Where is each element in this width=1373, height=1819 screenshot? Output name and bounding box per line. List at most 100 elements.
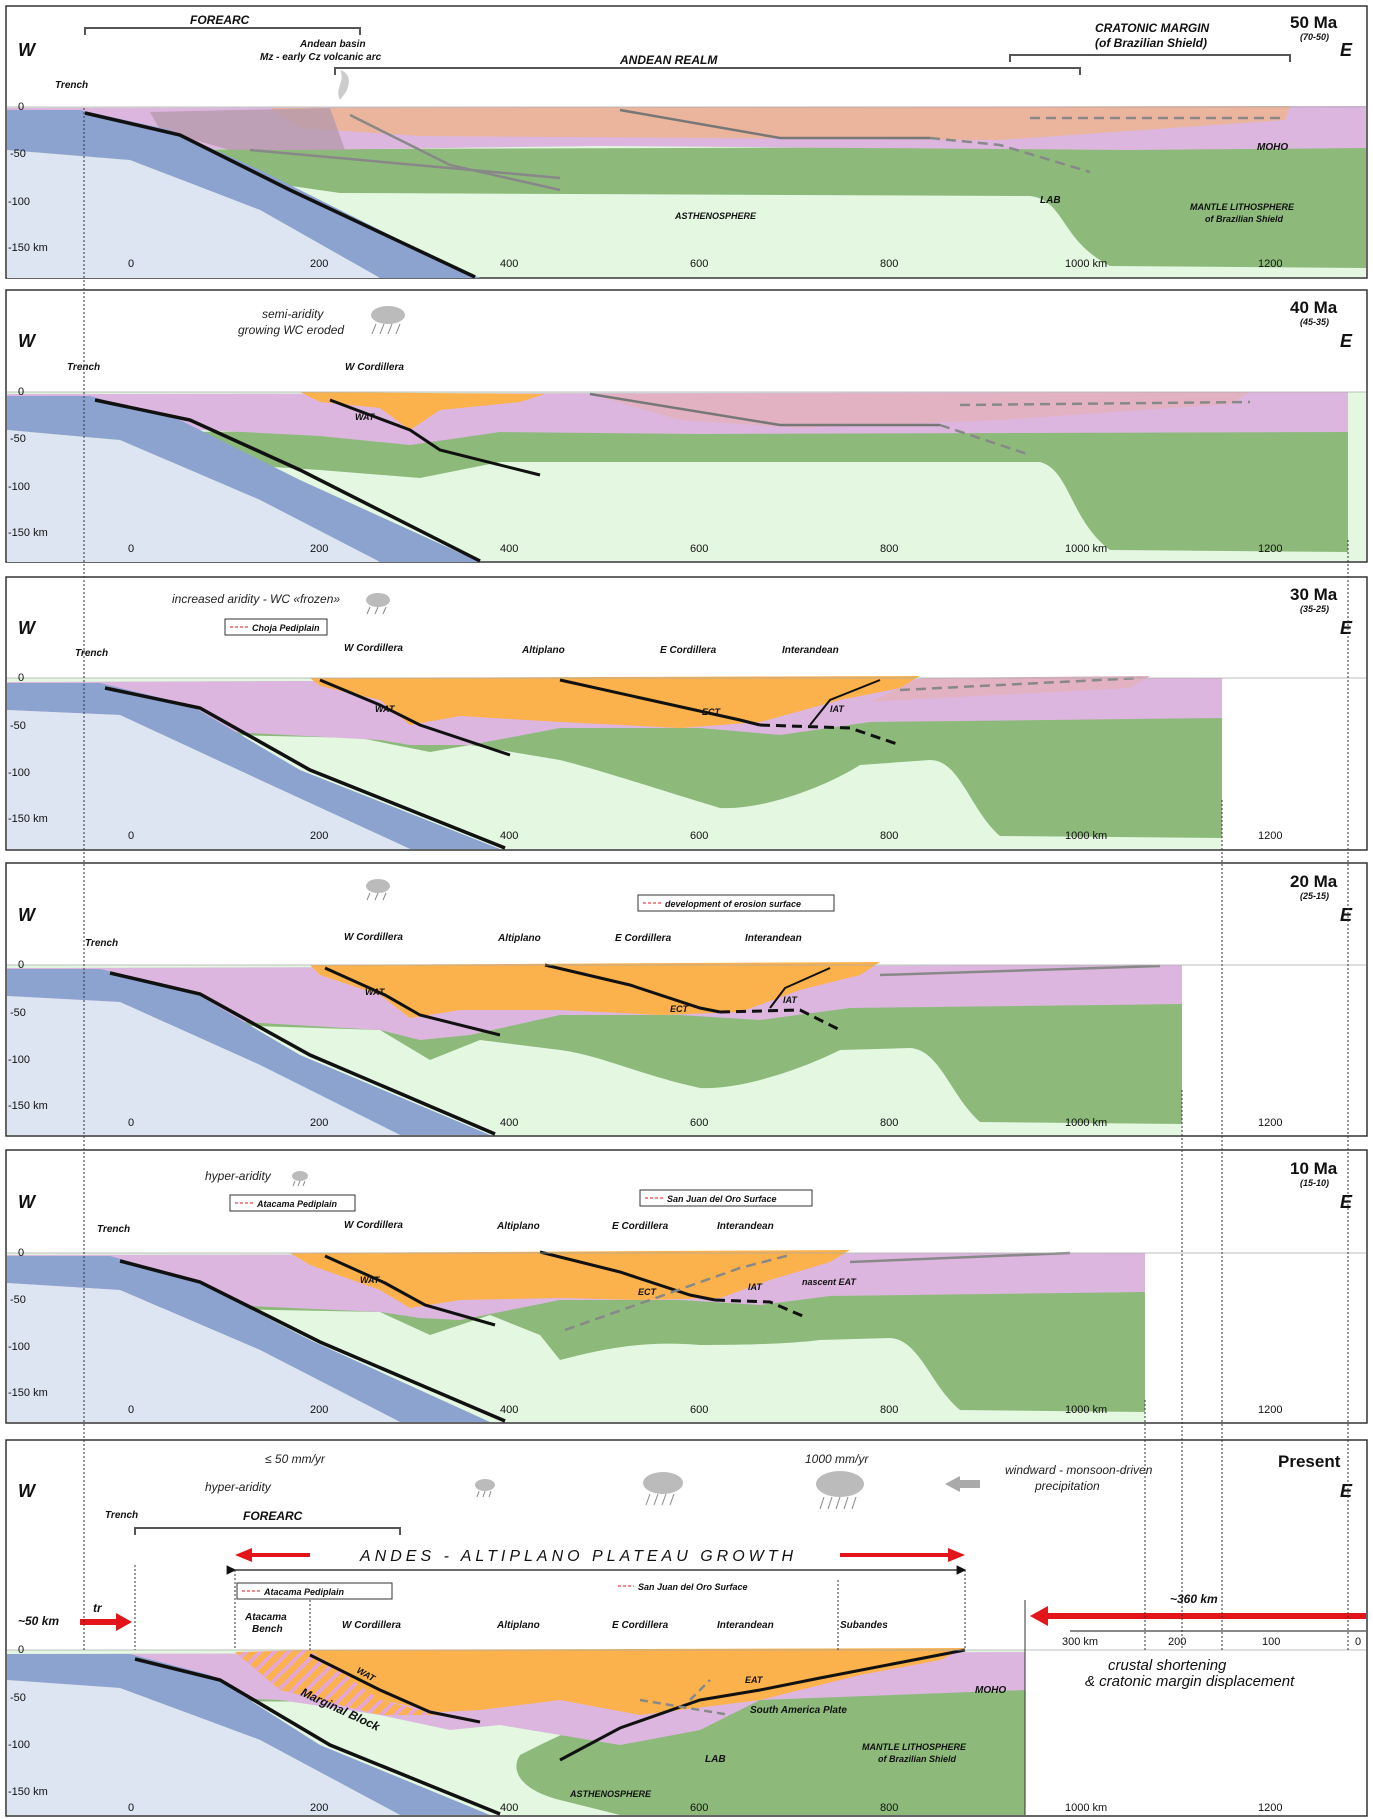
distance-tick: 200 (310, 1117, 328, 1129)
distance-tick: 0 (128, 1802, 134, 1814)
west-label: W (18, 331, 37, 351)
panel-30ma: increased aridity - WC «frozen» Choja Pe… (5, 576, 1368, 851)
distance-tick: 1000 km (1065, 543, 1107, 555)
w-cordillera-label: W Cordillera (344, 1220, 403, 1231)
distance-axis: 0 200 400 600 800 1000 km 1200 (128, 1802, 1282, 1814)
depth-tick: 0 (18, 1247, 24, 1259)
volcano-plume-icon (338, 70, 349, 100)
depth-axis: 0 -50 -100 -150 km (8, 672, 48, 825)
distance-tick: 0 (128, 543, 134, 555)
brazilian-shield-label: (of Brazilian Shield) (1095, 36, 1207, 50)
iat-label: IAT (748, 1282, 763, 1292)
lab-label: LAB (1040, 195, 1061, 206)
tr-label: tr (93, 1601, 103, 1615)
w-cordillera-label: W Cordillera (345, 362, 404, 373)
panel-age-range: (25-15) (1300, 891, 1329, 901)
west-label: W (18, 618, 37, 638)
wat-label: WAT (355, 412, 376, 422)
distance-tick: 1200 (1258, 1802, 1282, 1814)
distance-axis: 0 200 400 600 800 1000 km 1200 (128, 543, 1282, 555)
distance-tick: 1000 km (1065, 1802, 1107, 1814)
depth-tick: 0 (18, 386, 24, 398)
depth-tick: -50 (10, 1294, 26, 1306)
panel-10ma: hyper-aridity Atacama Pediplain San Juan… (5, 1149, 1368, 1424)
distance-tick: 400 (500, 1802, 518, 1814)
interandean-label: Interandean (782, 645, 839, 656)
legend-box: Atacama Pediplain (236, 1582, 393, 1600)
rain-high-label: 1000 mm/yr (805, 1452, 869, 1466)
east-label: E (1340, 618, 1353, 638)
panel-present: ≤ 50 mm/yr hyper-aridity 1000 mm/yr wind… (5, 1439, 1368, 1817)
panel-age: 30 Ma (1290, 585, 1338, 604)
wat-label: WAT (375, 704, 396, 714)
trench-label: Trench (67, 362, 100, 373)
shortening-value-label: ~360 km (1170, 1592, 1218, 1606)
distance-tick: 200 (310, 1802, 328, 1814)
legend-label: Choja Pediplain (252, 623, 320, 633)
e-cordillera-label: E Cordillera (612, 1620, 669, 1631)
e-cordillera-label: E Cordillera (615, 933, 672, 944)
legend-label: San Juan del Oro Surface (638, 1582, 748, 1592)
mantle-lithosphere-label: MANTLE LITHOSPHERE (1190, 202, 1295, 212)
volcanic-arc-label: Mz - early Cz volcanic arc (260, 52, 382, 63)
cloud-icon (292, 1171, 308, 1187)
asthenosphere-label: ASTHENOSPHERE (569, 1789, 652, 1799)
distance-tick: 800 (880, 543, 898, 555)
w-cordillera-label: W Cordillera (344, 643, 403, 654)
distance-axis: 0 200 400 600 800 1000 km 1200 (128, 1117, 1282, 1129)
depth-tick: -150 km (8, 813, 48, 825)
lab-label: LAB (705, 1754, 726, 1765)
depth-axis: 0 -50 -100 -150 km (8, 959, 48, 1112)
andean-basin-label: Andean basin (299, 39, 366, 50)
depth-tick: -50 (10, 1692, 26, 1704)
scale-tick: 300 km (1062, 1636, 1098, 1648)
climate-label: increased aridity - WC «frozen» (172, 592, 340, 606)
legend-box: Atacama Pediplain (229, 1194, 356, 1212)
distance-tick: 800 (880, 258, 898, 270)
climate-label: semi-aridity (262, 307, 324, 321)
legend-label: Atacama Pediplain (263, 1587, 345, 1597)
legend-box: San Juan del Oro Surface (639, 1189, 813, 1207)
interandean-label: Interandean (745, 933, 802, 944)
distance-tick: 1200 (1258, 258, 1282, 270)
legend-label: San Juan del Oro Surface (667, 1194, 777, 1204)
distance-tick: 1200 (1258, 1404, 1282, 1416)
altiplano-label: Altiplano (521, 645, 565, 656)
distance-tick: 400 (500, 1117, 518, 1129)
depth-tick: 0 (18, 672, 24, 684)
south-america-plate-label: South America Plate (750, 1705, 847, 1716)
shortening-label: crustal shortening (1108, 1657, 1227, 1674)
forearc-label: FOREARC (190, 13, 250, 27)
depth-tick: -50 (10, 433, 26, 445)
ect-label: ECT (702, 707, 722, 717)
depth-tick: -100 (8, 767, 30, 779)
distance-tick: 600 (690, 1117, 708, 1129)
panel-age-range: (70-50) (1300, 32, 1329, 42)
ect-label: ECT (670, 1004, 690, 1014)
cloud-icon (366, 593, 390, 615)
w-cordillera-label: W Cordillera (342, 1620, 401, 1631)
cloud-icon (816, 1471, 864, 1510)
trench-label: Trench (105, 1510, 138, 1521)
trench-label: Trench (55, 80, 88, 91)
panel-age: 50 Ma (1290, 13, 1338, 32)
eat-label: EAT (745, 1675, 764, 1685)
mantle-lithosphere-sub-label: of Brazilian Shield (1205, 214, 1284, 224)
distance-tick: 800 (880, 1802, 898, 1814)
panel-age: 10 Ma (1290, 1159, 1338, 1178)
distance-tick: 200 (310, 543, 328, 555)
depth-tick: -100 (8, 1341, 30, 1353)
shortening-scale: 300 km 200 100 0 (1062, 1630, 1366, 1648)
distance-tick: 200 (310, 830, 328, 842)
altiplano-label: Altiplano (497, 933, 541, 944)
distance-tick: 1200 (1258, 830, 1282, 842)
trench-label: Trench (75, 648, 108, 659)
trench-label: Trench (85, 938, 118, 949)
depth-tick: -150 km (8, 242, 48, 254)
depth-tick: -50 (10, 148, 26, 160)
distance-tick: 0 (128, 1404, 134, 1416)
panel-50ma: FOREARC Andean basin Mz - early Cz volca… (5, 5, 1368, 279)
e-cordillera-label: E Cordillera (660, 645, 717, 656)
depth-axis: 0 -50 -100 -150 km (8, 1644, 48, 1798)
panel-age-range: (35-25) (1300, 604, 1329, 614)
